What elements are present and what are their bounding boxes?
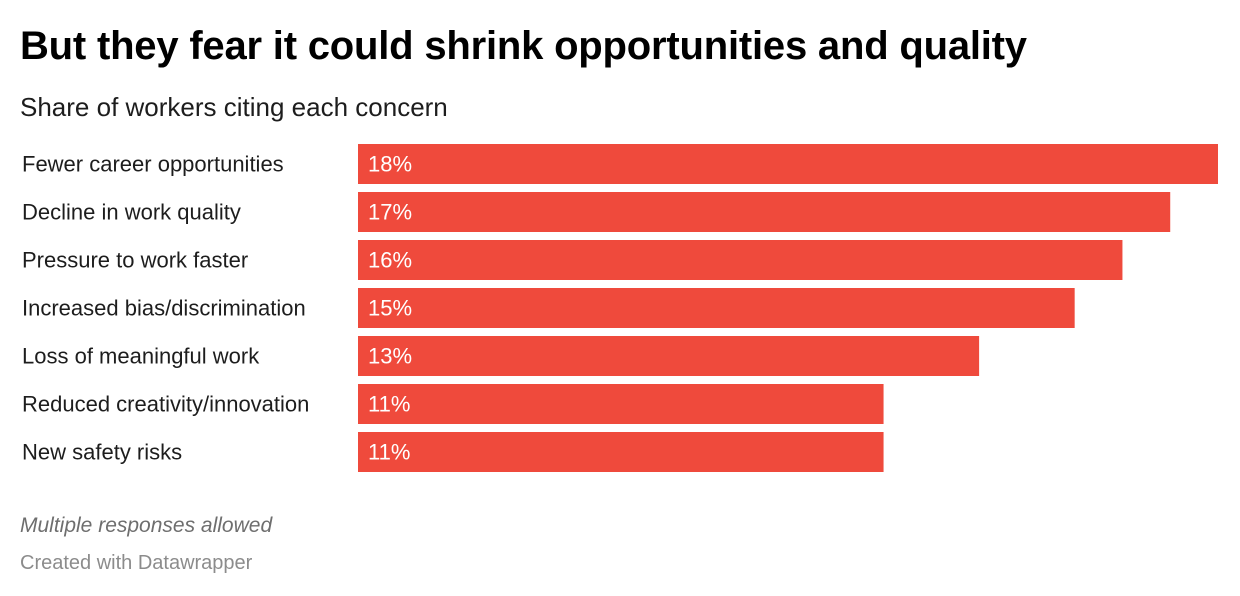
chart-note: Multiple responses allowed	[20, 514, 273, 537]
category-label: Increased bias/discrimination	[22, 296, 306, 321]
bar-value-label: 16%	[368, 248, 412, 273]
category-label: Pressure to work faster	[22, 248, 248, 273]
bar[interactable]	[358, 384, 884, 424]
bar[interactable]	[358, 288, 1075, 328]
chart-title: But they fear it could shrink opportunit…	[20, 24, 1027, 68]
bar[interactable]	[358, 144, 1218, 184]
bar-value-label: 18%	[368, 152, 412, 177]
bar-value-label: 17%	[368, 200, 412, 225]
category-label: New safety risks	[22, 440, 182, 465]
category-label: Fewer career opportunities	[22, 152, 284, 177]
bar[interactable]	[358, 432, 884, 472]
bar-value-label: 13%	[368, 344, 412, 369]
category-label: Decline in work quality	[22, 200, 241, 225]
bar-value-label: 11%	[368, 392, 410, 417]
chart-credit[interactable]: Created with Datawrapper	[20, 552, 253, 574]
bar[interactable]	[358, 192, 1171, 232]
bar-value-label: 15%	[368, 296, 412, 321]
bar[interactable]	[358, 240, 1123, 280]
bar-value-label: 11%	[368, 440, 410, 465]
category-label: Loss of meaningful work	[22, 344, 260, 369]
chart-subtitle: Share of workers citing each concern	[20, 92, 448, 122]
category-label: Reduced creativity/innovation	[22, 392, 309, 417]
bar-chart: Fewer career opportunities 18% Decline in …	[22, 144, 1218, 472]
bar[interactable]	[358, 336, 980, 376]
